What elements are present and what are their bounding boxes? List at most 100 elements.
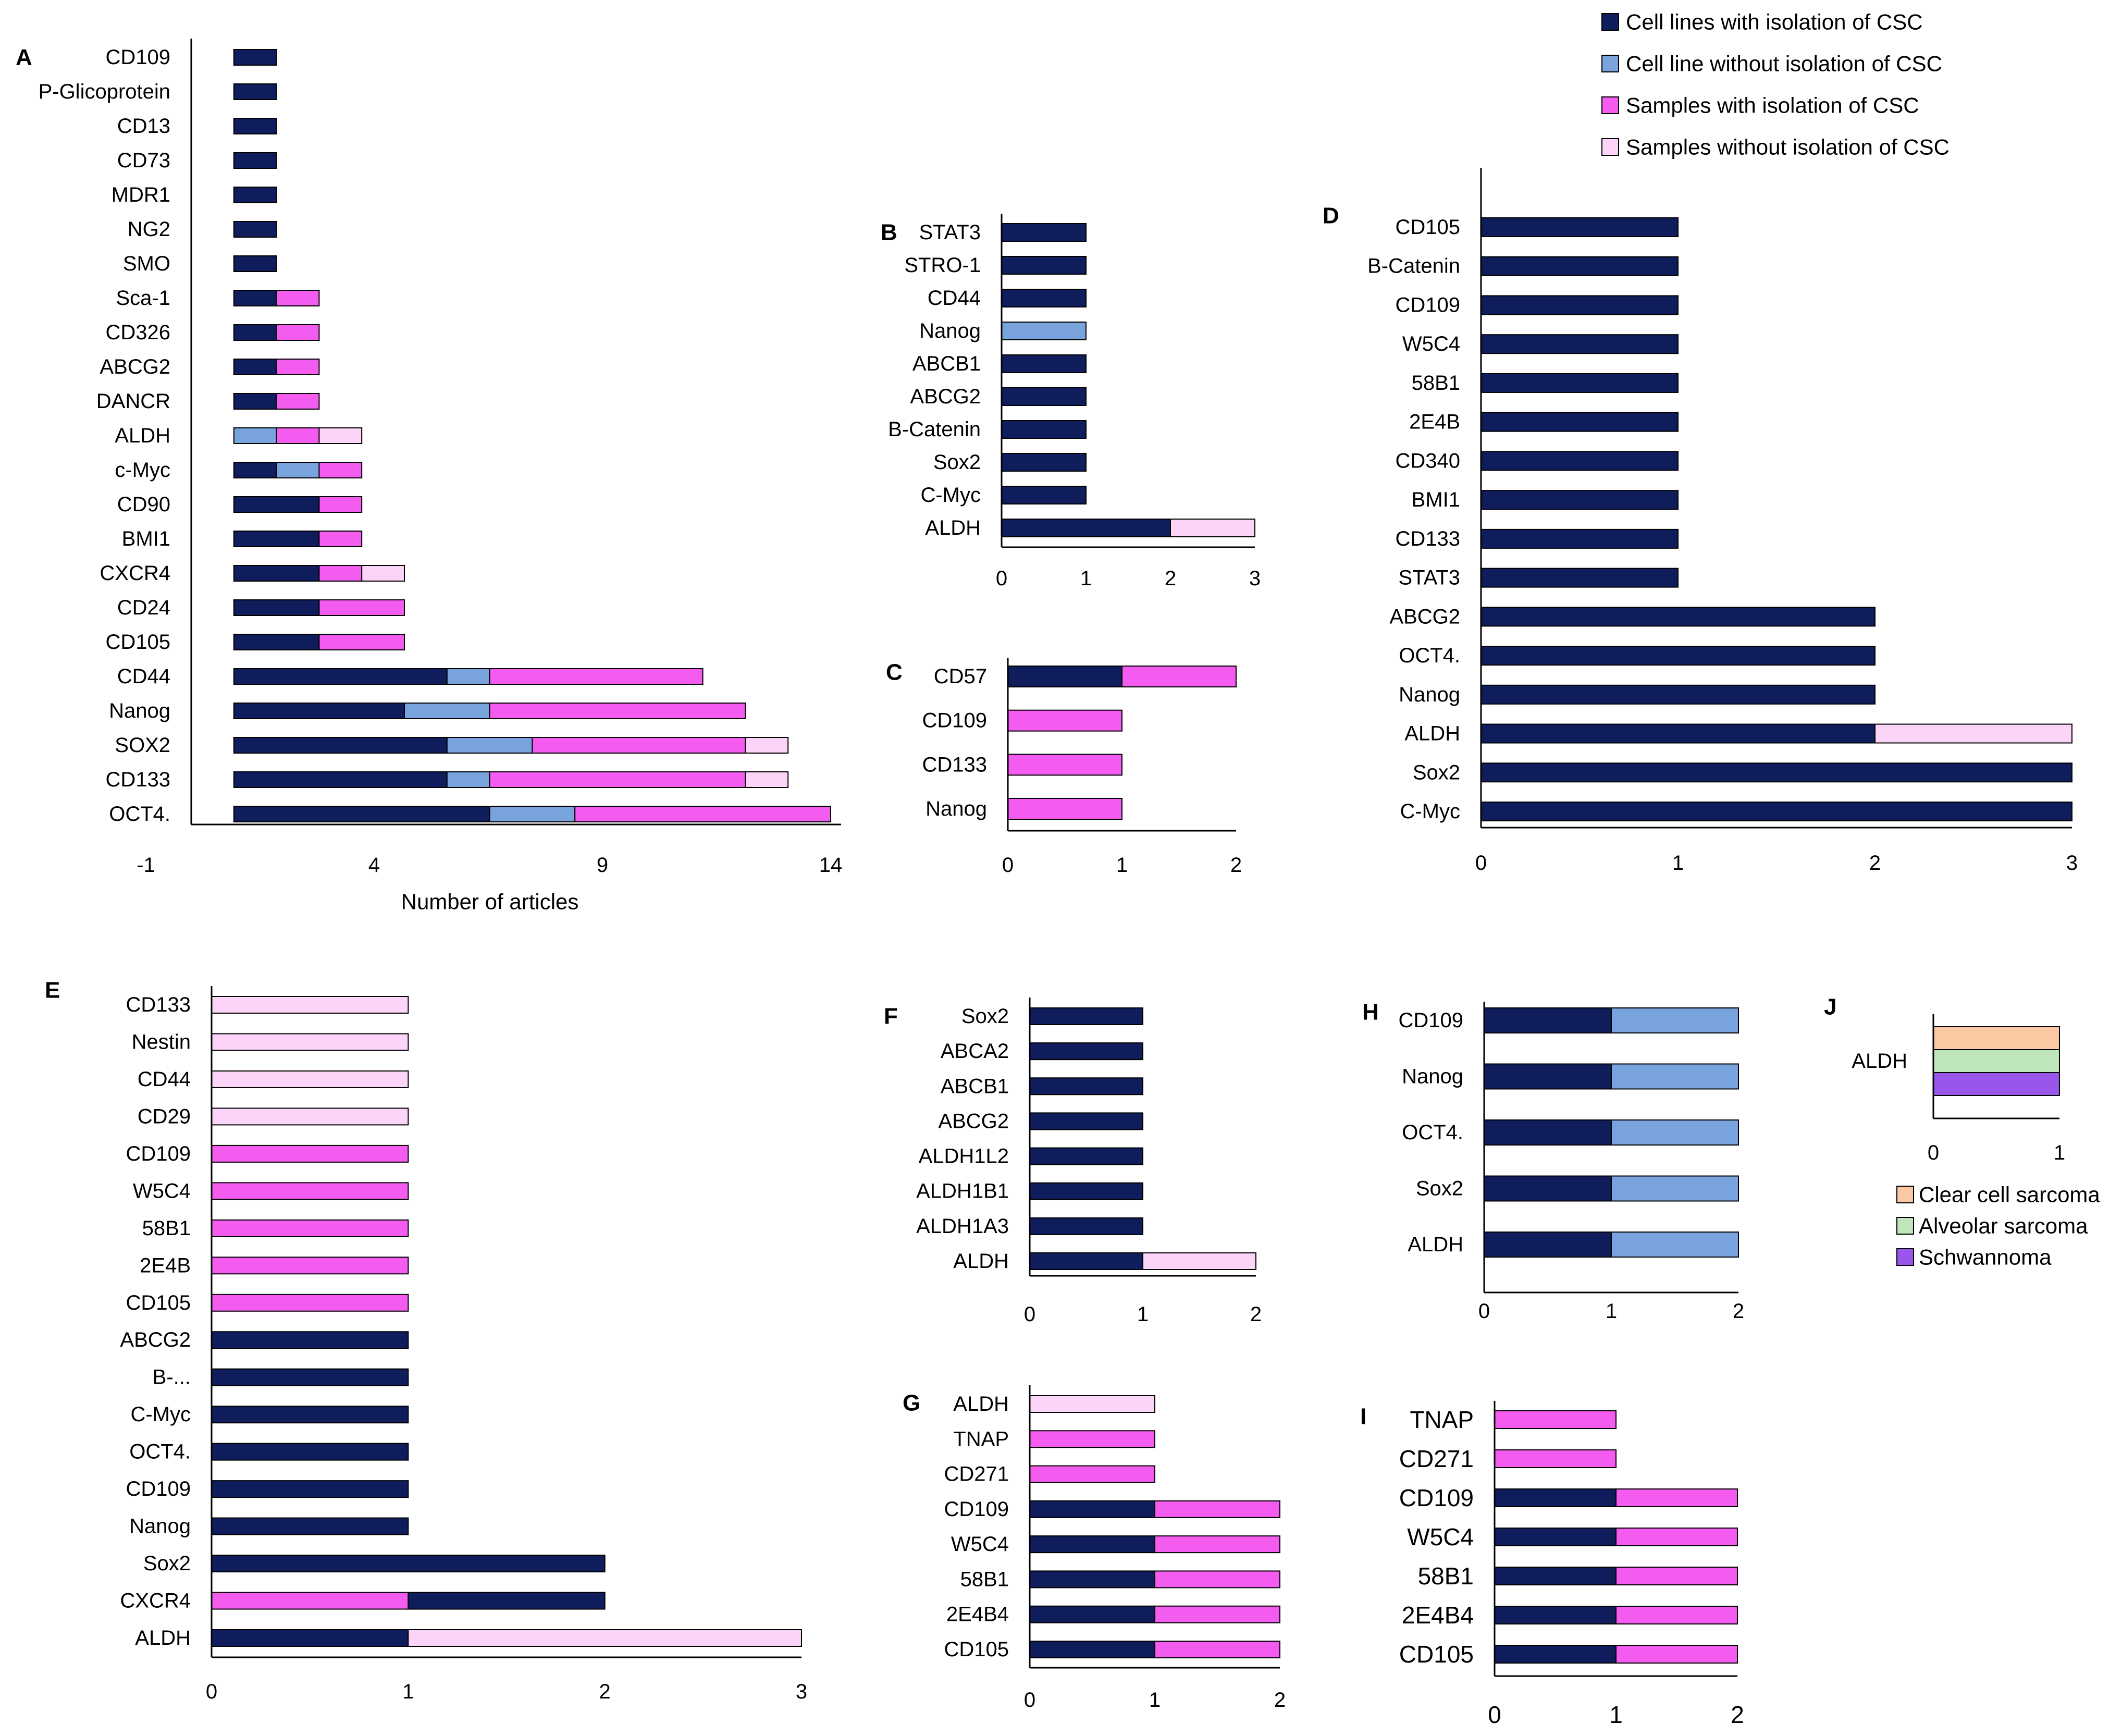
- bar-segment-s_iso: [318, 496, 363, 513]
- category-label: Nanog: [1402, 1065, 1463, 1088]
- bar-segment-s_iso: [211, 1294, 409, 1312]
- bar-segment-cl_iso: [233, 496, 320, 513]
- bar-segment-cl_iso: [1494, 1567, 1617, 1585]
- bar-segment-s_no: [745, 771, 789, 788]
- legend-label: Schwannoma: [1919, 1245, 2052, 1270]
- category-label: B-Catenin: [1367, 255, 1460, 278]
- category-label: CD24: [117, 596, 170, 619]
- bar-segment-s_iso: [211, 1257, 409, 1275]
- bar-segment-cl_iso: [233, 393, 277, 410]
- x-tick-label: 3: [796, 1680, 807, 1703]
- bar-segment-s_no: [1142, 1252, 1256, 1270]
- bar-segment-s_iso: [211, 1592, 409, 1610]
- legend-label: Samples without isolation of CSC: [1626, 135, 1950, 159]
- category-label: Nanog: [926, 797, 987, 820]
- legend-label: Samples with isolation of CSC: [1626, 93, 1919, 118]
- category-label: CD90: [117, 493, 170, 516]
- category-label: CXCR4: [120, 1590, 191, 1612]
- legend-swatch-schwannoma: [1896, 1248, 1914, 1266]
- bar-segment-cl_iso: [1029, 1570, 1155, 1589]
- bar-segment-s_iso: [318, 462, 363, 478]
- category-label: CXCR4: [100, 562, 170, 585]
- bar-segment-cl_iso: [408, 1592, 606, 1610]
- bar-segment-cl_iso: [1481, 490, 1679, 510]
- bar-segment-s_iso: [276, 324, 320, 341]
- bar-segment-s_iso: [1494, 1449, 1617, 1468]
- bar-segment-s_iso: [1154, 1570, 1280, 1589]
- category-label: Nestin: [132, 1030, 191, 1053]
- category-label: B-Catenin: [888, 418, 981, 441]
- bar-segment-s_no: [408, 1629, 802, 1647]
- category-label: Sca-1: [116, 287, 171, 310]
- x-tick-label: 0: [1002, 854, 1014, 877]
- category-label: Nanog: [129, 1515, 191, 1538]
- bar-segment-cl_iso: [233, 806, 490, 822]
- bar-segment-cl_no: [1611, 1232, 1739, 1258]
- panel-j: J ALDH 0 1: [1824, 994, 2065, 1165]
- category-label: c-Myc: [115, 459, 170, 482]
- bar-segment-cl_iso: [1481, 334, 1679, 354]
- panel-label-e: E: [45, 978, 60, 1003]
- category-label: ALDH1A3: [916, 1215, 1009, 1238]
- x-tick-label: 2: [1869, 852, 1881, 875]
- x-tick-label: 4: [368, 854, 380, 877]
- bar-segment-s_iso: [276, 427, 320, 444]
- bar-segment-cl_iso: [1001, 289, 1087, 307]
- bar-schwannoma: [1933, 1072, 2060, 1096]
- category-label: Sox2: [1416, 1177, 1463, 1200]
- bar-segment-s_no: [1029, 1395, 1155, 1413]
- category-label: CD13: [117, 115, 170, 138]
- bar-segment-cl_iso: [1481, 568, 1679, 588]
- x-tick-label: 2: [1250, 1303, 1262, 1326]
- category-label: ABCG2: [910, 385, 981, 408]
- bar-segment-cl_iso: [1029, 1077, 1143, 1095]
- bar-segment-s_no: [211, 1033, 409, 1051]
- x-tick-label: 0: [1478, 1300, 1490, 1323]
- category-label: ALDH: [953, 1250, 1009, 1273]
- bar-segment-s_iso: [1007, 798, 1122, 820]
- category-label: 2E4B4: [946, 1603, 1009, 1626]
- category-label: 58B1: [1412, 372, 1460, 395]
- category-label: CD109: [1395, 293, 1460, 316]
- bar-segment-cl_iso: [1494, 1488, 1617, 1507]
- bar-segment-cl_no: [276, 462, 320, 478]
- legend-label: Cell lines with isolation of CSC: [1626, 10, 1923, 34]
- category-label: ALDH: [1408, 1233, 1463, 1256]
- bar-segment-s_iso: [1029, 1430, 1155, 1448]
- bar-segment-cl_iso: [211, 1406, 409, 1424]
- x-tick-label: 2: [1165, 567, 1176, 590]
- x-tick-label: 0: [1488, 1701, 1501, 1728]
- category-label: 58B1: [1418, 1562, 1474, 1590]
- bar-segment-s_iso: [211, 1219, 409, 1237]
- category-label: CD105: [105, 631, 170, 654]
- bar-segment-cl_iso: [233, 324, 277, 341]
- panel-d: D CD105 B-Catenin CD109 W5C4 58B1 2E4B CD340 BMI…: [1323, 168, 2078, 875]
- bar-segment-cl_iso: [1494, 1528, 1617, 1546]
- bar-clear_cell: [1933, 1026, 2060, 1050]
- category-label: SOX2: [115, 734, 170, 757]
- bar-alveolar: [1933, 1049, 2060, 1073]
- category-label: OCT4.: [129, 1440, 191, 1463]
- bar-segment-cl_iso: [211, 1443, 409, 1461]
- category-label: BMI1: [1412, 488, 1460, 511]
- x-tick-label: 2: [1733, 1300, 1744, 1323]
- category-label: CD326: [105, 321, 170, 344]
- category-label: C-Myc: [1400, 800, 1460, 823]
- panel-a: A CD109 P-Glicoprotein CD13 CD73 MDR1 NG2 SMO Sc…: [16, 39, 842, 914]
- category-label: CD340: [1395, 449, 1460, 472]
- legend-swatch-alveolar: [1896, 1217, 1914, 1235]
- bar-segment-cl_iso: [211, 1629, 409, 1647]
- category-label: TNAP: [953, 1427, 1009, 1450]
- category-label: CD44: [117, 665, 170, 688]
- category-label: ABCG2: [120, 1328, 191, 1351]
- bar-segment-s_iso: [276, 359, 320, 375]
- category-label: CD73: [117, 149, 170, 172]
- category-label: ABCA2: [941, 1040, 1009, 1063]
- panel-label-i: I: [1360, 1404, 1366, 1430]
- bar-segment-s_iso: [489, 771, 746, 788]
- category-label: ABCB1: [912, 352, 981, 375]
- bar-segment-cl_iso: [1481, 802, 2072, 821]
- bar-segment-s_iso: [318, 565, 363, 582]
- category-label: W5C4: [951, 1533, 1009, 1556]
- bar-segment-s_iso: [489, 668, 704, 685]
